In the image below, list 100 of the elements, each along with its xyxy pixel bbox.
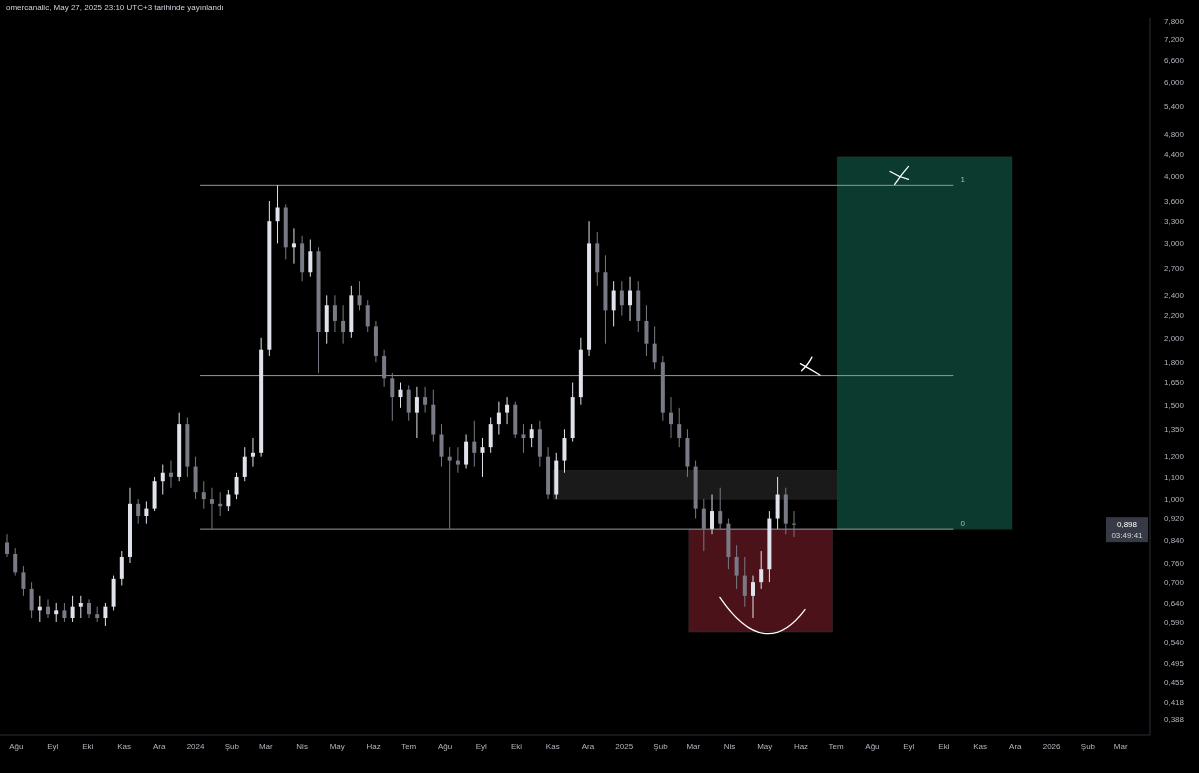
- candlestick: [209, 487, 214, 530]
- y-tick-label: 0,840: [1163, 535, 1185, 545]
- y-tick-label: 7,800: [1163, 16, 1185, 26]
- candlestick: [644, 304, 649, 357]
- candlestick: [718, 487, 723, 530]
- candlestick: [791, 510, 796, 538]
- y-tick-label: 2,000: [1163, 333, 1185, 343]
- candlestick: [275, 184, 280, 244]
- candlestick: [357, 280, 362, 311]
- candlestick: [423, 386, 428, 414]
- candlestick: [291, 227, 296, 265]
- candlestick: [332, 294, 337, 333]
- candlestick: [119, 550, 124, 586]
- x-tick-label: Nis: [296, 741, 308, 751]
- candlestick: [464, 433, 469, 470]
- annotation: 03:49:41: [1111, 530, 1144, 540]
- y-tick-label: 4,000: [1163, 172, 1185, 182]
- candlestick: [398, 382, 403, 409]
- x-tick-label: Ara: [581, 741, 595, 751]
- y-tick-label: 4,800: [1163, 129, 1185, 139]
- x-tick-label: Kas: [973, 741, 988, 751]
- candlestick: [29, 581, 34, 619]
- x-tick-label: Mar: [686, 741, 701, 751]
- candlestick: [619, 280, 624, 317]
- candlestick: [226, 489, 231, 512]
- candlestick: [70, 595, 75, 623]
- y-tick-label: 0,590: [1163, 617, 1185, 627]
- y-tick-label: 1,000: [1163, 494, 1185, 504]
- candlestick: [308, 239, 313, 278]
- candlestick: [13, 547, 18, 577]
- candlestick: [496, 401, 501, 435]
- candlestick: [521, 423, 526, 454]
- candlestick: [54, 602, 59, 623]
- x-tick-label: Ağu: [9, 741, 24, 751]
- y-tick-label: 6,000: [1163, 77, 1185, 87]
- candlestick: [390, 372, 395, 422]
- x-tick-label: 2024: [186, 741, 206, 751]
- candlestick: [562, 428, 567, 474]
- candlestick: [103, 602, 108, 627]
- x-tick-label: Ara: [153, 741, 167, 751]
- candlestick: [168, 460, 173, 489]
- text: omercanalic, May 27, 2025 23:10 UTC+3 tarihinde yayınlandı: [6, 3, 224, 12]
- y-tick-label: 4,400: [1163, 150, 1185, 160]
- candlestick: [455, 446, 460, 474]
- x-tick-label: Şub: [1080, 741, 1096, 751]
- y-tick-label: 1,800: [1163, 358, 1185, 368]
- y-tick-label: 6,600: [1163, 55, 1185, 65]
- x-tick-label: May: [329, 741, 345, 751]
- annotation: 1: [960, 175, 966, 185]
- x-tick-label: Tem: [401, 741, 417, 751]
- x-tick-label: Haz: [793, 741, 809, 751]
- x-tick-label: Kas: [545, 741, 560, 751]
- candlestick: [234, 472, 239, 500]
- y-tick-label: 3,000: [1163, 239, 1185, 249]
- candlestick: [406, 384, 411, 422]
- y-tick-label: 1,650: [1163, 378, 1185, 388]
- x-tick-label: Nis: [723, 741, 736, 751]
- candlestick: [46, 598, 51, 619]
- y-tick-label: 0,540: [1163, 638, 1185, 648]
- y-tick-label: 0,455: [1163, 678, 1185, 688]
- candlestick: [669, 396, 674, 439]
- annotation: 0: [960, 519, 966, 529]
- candlestick: [201, 480, 206, 510]
- y-tick-label: 3,300: [1163, 217, 1185, 226]
- y-tick-label: 0,640: [1163, 598, 1185, 608]
- candlestick: [21, 565, 26, 597]
- y-tick-label: 0,495: [1163, 658, 1185, 668]
- candlestick: [480, 437, 485, 478]
- candlestick: [751, 575, 755, 619]
- y-tick-label: 0,700: [1163, 577, 1185, 587]
- x-tick-label: 2026: [1042, 741, 1062, 751]
- x-tick-label: Eki: [938, 741, 950, 751]
- y-tick-label: 7,200: [1163, 35, 1185, 45]
- x-tick-label: Şub: [224, 741, 240, 751]
- x-tick-label: Ağu: [865, 741, 880, 751]
- x-tick-label: Mar: [1113, 741, 1128, 751]
- candlestick: [78, 595, 83, 619]
- x-tick-label: Eki: [510, 741, 523, 751]
- y-tick-label: 0,760: [1163, 558, 1185, 568]
- x-tick-label: Kas: [117, 741, 132, 751]
- x-tick-label: Eyl: [475, 741, 488, 751]
- candlestick: [710, 494, 715, 535]
- y-tick-label: 0,388: [1163, 715, 1185, 725]
- annotation: 0,898: [1116, 519, 1138, 529]
- x-tick-label: Şub: [653, 741, 669, 751]
- x-tick-label: Eyl: [903, 741, 915, 751]
- candlestick: [87, 598, 91, 619]
- candlestick: [488, 416, 493, 454]
- y-tick-label: 1,500: [1163, 400, 1185, 410]
- y-tick-label: 1,100: [1163, 472, 1185, 482]
- candlestick: [341, 304, 346, 345]
- candlestick: [136, 498, 141, 525]
- y-tick-label: 5,400: [1163, 102, 1185, 112]
- candlestick: [505, 396, 510, 425]
- y-tick-label: 1,200: [1163, 452, 1185, 462]
- candlestick: [439, 423, 444, 468]
- x-tick-label: Haz: [366, 741, 381, 751]
- candlestick: [414, 386, 419, 439]
- candlestick: [628, 276, 633, 322]
- candlestick: [759, 550, 764, 590]
